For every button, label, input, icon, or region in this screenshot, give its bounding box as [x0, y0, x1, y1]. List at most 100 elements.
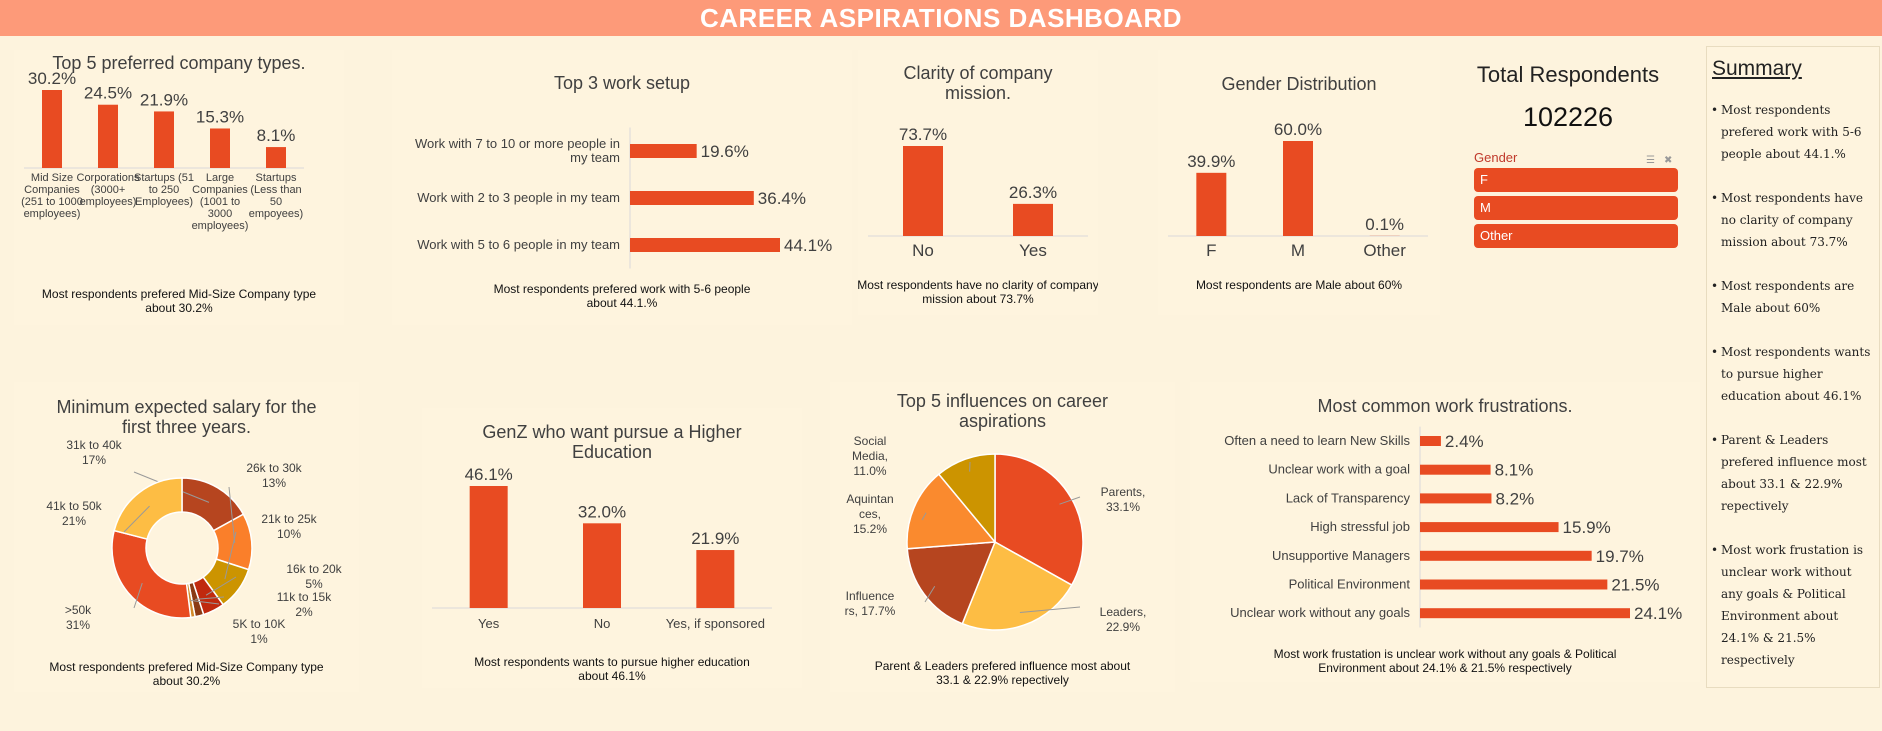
category-label: my team: [570, 150, 620, 165]
higher-education-panel: GenZ who want pursue a Higher Education 46…: [422, 408, 802, 688]
data-label: 39.9%: [1187, 152, 1235, 171]
chart-title: GenZ who want pursue a Higher: [482, 422, 741, 442]
data-label: 19.6%: [701, 142, 749, 161]
bar: [1196, 172, 1227, 236]
slice-label: ces,: [859, 507, 881, 521]
slice: [113, 477, 183, 540]
slice-label: 31k to 40k: [66, 438, 122, 452]
chart-caption: mission about 73.7%: [922, 292, 1034, 306]
category-label: Large: [206, 172, 234, 184]
slice-label: 11k to 15k: [277, 590, 332, 604]
leader-line: [921, 512, 927, 521]
category-label: Unclear work with a goal: [1268, 462, 1410, 477]
data-label: 21.5%: [1611, 576, 1659, 595]
bar: [1420, 493, 1492, 504]
bar: [42, 90, 62, 168]
leader-line: [133, 582, 143, 609]
category-label: Unsupportive Managers: [1272, 548, 1411, 563]
data-label: 46.1%: [465, 465, 513, 484]
data-label: 73.7%: [899, 125, 947, 144]
summary-item: Most work frustation is unclear work wit…: [1711, 539, 1877, 671]
category-label: Employees): [135, 196, 193, 208]
category-label: (1001 to: [200, 196, 240, 208]
chart-caption: Most respondents prefered work with 5-6 …: [494, 282, 751, 296]
chart-caption: about 46.1%: [578, 669, 646, 683]
category-label: Often a need to learn New Skills: [1224, 433, 1410, 448]
category-label: 50: [270, 196, 282, 208]
chart-caption: about 30.2%: [145, 301, 213, 315]
bar: [1420, 608, 1630, 619]
category-label: Work with 2 to 3 people in my team: [417, 190, 620, 205]
slice-label: 5K to 10K: [233, 617, 286, 631]
category-label: (Less than: [250, 184, 301, 196]
chart-title: Education: [572, 442, 652, 462]
category-label: to 250: [149, 184, 180, 196]
category-label: Yes: [478, 616, 500, 631]
data-label: 36.4%: [758, 189, 806, 208]
slice-label: Aquintan: [846, 492, 893, 506]
chart-title: Top 3 work setup: [554, 73, 690, 93]
bar: [903, 146, 943, 236]
leader-line: [123, 505, 150, 533]
chart-caption: Most respondents prefered Mid-Size Compa…: [42, 287, 316, 301]
slicer-item-other[interactable]: Other: [1474, 224, 1678, 248]
total-respondents-title: Total Respondents: [1476, 62, 1660, 87]
data-label: 21.9%: [140, 90, 188, 109]
leader-line: [205, 576, 237, 596]
data-label: 44.1%: [784, 236, 832, 255]
multi-select-icon[interactable]: ☰: [1646, 155, 1655, 166]
category-label: Corporations: [77, 172, 140, 184]
slice: [994, 453, 1084, 587]
data-label: 8.1%: [1495, 461, 1534, 480]
work-setup-chart: Top 3 work setup 19.6% Work with 7 to 10 o…: [415, 73, 832, 310]
summary-item: Most respondents prefered work with 5-6 …: [1711, 99, 1877, 165]
gender-panel: Gender Distribution 39.9% F 60.0% M 0.1% Other…: [1158, 50, 1440, 315]
slice-label: Media,: [852, 449, 888, 463]
bar: [1420, 522, 1559, 533]
frustrations-chart: Most common work frustrations. 2.4% Often …: [1224, 396, 1682, 675]
bar: [1420, 436, 1441, 446]
clarity-panel: Clarity of company mission. 73.7% No 26.3% Ye…: [857, 50, 1099, 315]
total-respondents-value: 102226: [1522, 102, 1614, 132]
slicer-item-f[interactable]: F: [1474, 168, 1678, 192]
frustrations-panel: Most common work frustrations. 2.4% Often …: [1190, 382, 1700, 682]
clear-filter-icon[interactable]: ✖: [1664, 155, 1673, 166]
leader-line: [228, 486, 236, 544]
slicer-header: Gender ☰ ✖: [1474, 148, 1678, 168]
chart-title: first three years.: [122, 417, 251, 437]
chart-caption: Parent & Leaders prefered influence most…: [875, 659, 1131, 673]
summary-title: Summary: [1712, 57, 1802, 80]
slicer-item-m[interactable]: M: [1474, 196, 1678, 220]
category-label: Startups (51: [134, 172, 194, 184]
data-label: 24.1%: [1634, 604, 1682, 623]
work-setup-panel: Top 3 work setup 19.6% Work with 7 to 10 o…: [392, 50, 852, 325]
slice-label: 26k to 30k: [246, 461, 302, 475]
slice-label: Influence: [846, 589, 895, 603]
category-label: Lack of Transparency: [1286, 490, 1411, 505]
data-label: 21.9%: [691, 529, 739, 548]
category-label: Unclear work without any goals: [1230, 605, 1410, 620]
summary-item: Parent & Leaders prefered influence most…: [1711, 429, 1877, 517]
slice: [906, 541, 997, 625]
leader-line: [1019, 606, 1081, 614]
leader-line: [195, 596, 225, 600]
slice-label: 21k to 25k: [261, 512, 317, 526]
chart-title: Top 5 influences on career: [897, 391, 1108, 411]
data-label: 2.4%: [1445, 432, 1484, 451]
chart-title: Minimum expected salary for the: [56, 397, 316, 417]
bar: [1420, 579, 1608, 590]
category-label: High stressful job: [1310, 519, 1410, 534]
chart-title: Gender Distribution: [1221, 74, 1376, 94]
slice-label: 41k to 50k: [46, 499, 102, 513]
slice-label: 31%: [66, 618, 90, 632]
chart-title: Most common work frustrations.: [1317, 396, 1572, 416]
summary-item: Most respondents are Male about 60%: [1711, 275, 1877, 319]
slice-label: 5%: [305, 577, 323, 591]
bar: [469, 486, 508, 608]
chart-title: aspirations: [959, 411, 1046, 431]
bar: [1420, 464, 1491, 475]
slice-label: 17%: [82, 453, 106, 467]
